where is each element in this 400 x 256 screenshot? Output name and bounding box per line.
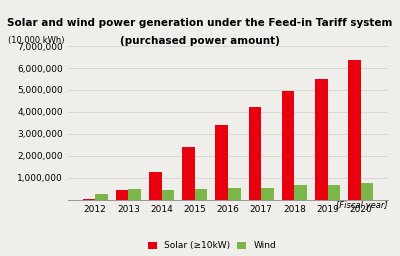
Bar [361,183,374,200]
Bar [82,199,95,200]
Bar [215,125,228,200]
Bar [228,188,241,200]
Bar [294,185,307,200]
Text: Solar and wind power generation under the Feed-in Tariff system: Solar and wind power generation under th… [7,18,393,28]
Bar [162,190,174,200]
Bar [128,189,141,200]
Bar [248,107,261,200]
Bar [149,172,162,200]
Bar [282,91,294,200]
Bar [195,189,208,200]
Bar [348,60,361,200]
Legend: Solar (≥10kW), Wind: Solar (≥10kW), Wind [148,241,276,250]
Bar [328,185,340,200]
Bar [261,188,274,200]
Text: (10,000 kWh): (10,000 kWh) [8,36,65,45]
Bar [95,194,108,200]
Bar [116,190,128,200]
Text: (purchased power amount): (purchased power amount) [120,36,280,46]
Bar [182,147,195,200]
Bar [315,79,328,200]
Text: [Fiscal year]: [Fiscal year] [336,201,388,210]
